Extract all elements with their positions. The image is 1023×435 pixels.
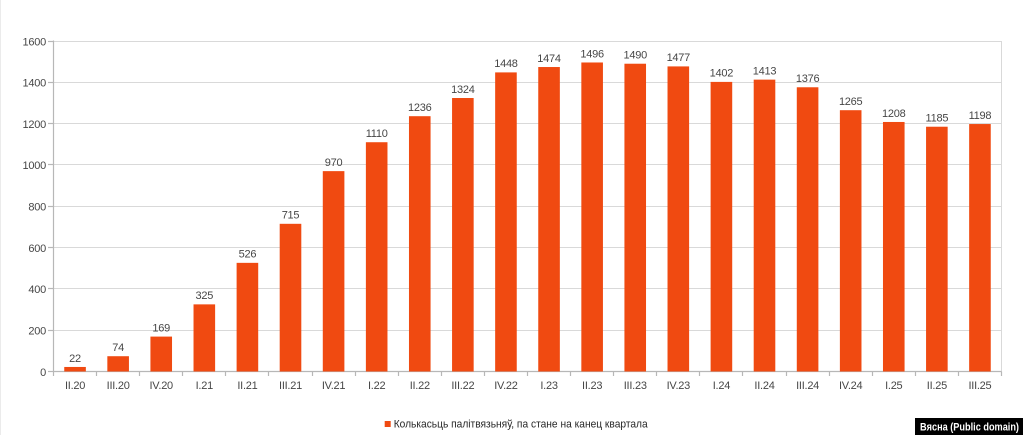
svg-text:600: 600 (28, 243, 46, 255)
svg-text:526: 526 (239, 249, 257, 261)
svg-text:1402: 1402 (710, 68, 734, 80)
svg-text:1400: 1400 (23, 78, 47, 90)
svg-text:1474: 1474 (537, 53, 561, 65)
svg-text:1376: 1376 (796, 73, 820, 85)
svg-text:1110: 1110 (366, 128, 388, 140)
svg-text:II.23: II.23 (582, 380, 602, 392)
svg-text:1448: 1448 (494, 58, 518, 70)
svg-text:III.22: III.22 (451, 380, 474, 392)
svg-text:1185: 1185 (926, 113, 949, 125)
svg-text:III.21: III.21 (279, 380, 302, 392)
svg-text:1200: 1200 (23, 119, 47, 131)
svg-text:1236: 1236 (408, 102, 432, 114)
svg-text:IV.22: IV.22 (494, 380, 518, 392)
svg-text:II.24: II.24 (754, 380, 774, 392)
svg-text:I.23: I.23 (540, 380, 557, 392)
svg-text:IV.24: IV.24 (839, 380, 863, 392)
svg-text:1477: 1477 (667, 52, 691, 64)
svg-text:I.21: I.21 (196, 380, 213, 392)
svg-text:III.23: III.23 (624, 380, 647, 392)
svg-text:400: 400 (28, 284, 46, 296)
svg-text:IV.23: IV.23 (667, 380, 691, 392)
svg-text:0: 0 (40, 367, 46, 379)
svg-text:800: 800 (28, 202, 46, 214)
svg-text:III.25: III.25 (968, 380, 991, 392)
svg-text:200: 200 (28, 326, 46, 338)
svg-text:1265: 1265 (839, 96, 863, 108)
svg-text:1496: 1496 (580, 48, 604, 60)
svg-text:970: 970 (325, 157, 343, 169)
svg-text:1413: 1413 (753, 65, 777, 77)
svg-text:I.22: I.22 (368, 380, 385, 392)
svg-text:Колькасьць палітвязьняў, па ст: Колькасьць палітвязьняў, па стане на кан… (394, 418, 649, 430)
svg-text:III.20: III.20 (107, 380, 130, 392)
svg-text:1324: 1324 (451, 84, 475, 96)
svg-text:IV.20: IV.20 (150, 380, 174, 392)
svg-text:325: 325 (196, 290, 214, 302)
svg-text:1490: 1490 (623, 50, 647, 62)
svg-text:169: 169 (152, 322, 170, 334)
svg-text:Вясна (Public domain): Вясна (Public domain) (920, 422, 1019, 434)
svg-text:II.22: II.22 (410, 380, 430, 392)
svg-text:74: 74 (112, 342, 124, 354)
svg-text:I.25: I.25 (885, 380, 902, 392)
svg-text:715: 715 (282, 210, 300, 222)
svg-text:II.25: II.25 (927, 380, 947, 392)
svg-text:1000: 1000 (23, 160, 47, 172)
svg-text:I.24: I.24 (713, 380, 730, 392)
svg-text:IV.21: IV.21 (322, 380, 346, 392)
svg-text:II.21: II.21 (237, 380, 257, 392)
svg-text:1600: 1600 (23, 36, 47, 48)
svg-text:III.24: III.24 (796, 380, 819, 392)
svg-text:II.20: II.20 (65, 380, 85, 392)
svg-text:22: 22 (69, 353, 81, 365)
svg-text:1208: 1208 (882, 108, 906, 120)
svg-text:1198: 1198 (969, 110, 992, 122)
